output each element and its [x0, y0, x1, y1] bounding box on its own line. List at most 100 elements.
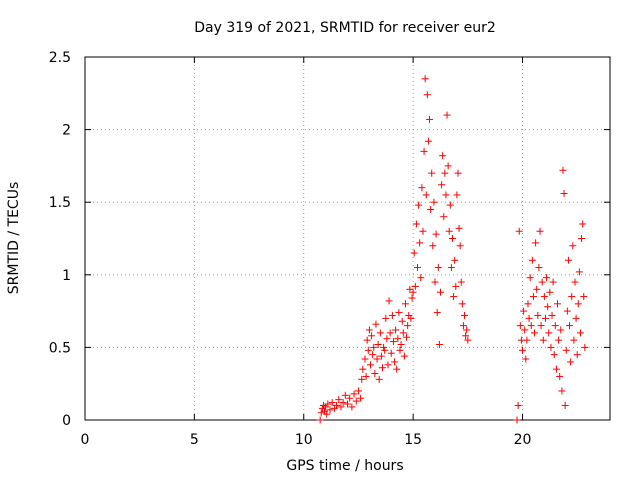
data-point — [551, 322, 559, 330]
data-point — [538, 278, 546, 286]
data-point — [561, 401, 569, 409]
data-point — [549, 278, 557, 286]
data-point — [348, 403, 356, 411]
data-point — [558, 387, 566, 395]
data-point — [580, 293, 588, 301]
data-point — [373, 355, 381, 363]
data-point — [442, 191, 450, 199]
data-point — [576, 329, 584, 337]
data-point — [394, 335, 402, 343]
data-point — [411, 282, 419, 290]
data-point — [363, 336, 371, 344]
data-point — [422, 191, 430, 199]
data-point — [333, 401, 341, 409]
y-tick-label: 2.5 — [49, 50, 71, 66]
data-point — [384, 361, 392, 369]
data-point — [380, 343, 388, 351]
data-point — [365, 326, 373, 334]
data-point — [407, 314, 415, 322]
data-point — [339, 399, 347, 407]
data-point — [359, 365, 367, 373]
data-point — [461, 311, 469, 319]
data-point — [387, 349, 395, 357]
data-point — [445, 227, 453, 235]
y-axis-label: SRMTID / TECUs — [6, 182, 22, 295]
data-point — [514, 401, 522, 409]
x-tick-label: 20 — [514, 432, 532, 448]
data-point — [386, 329, 394, 337]
data-point — [547, 343, 555, 351]
data-point — [563, 307, 571, 315]
data-point — [456, 242, 464, 250]
data-point — [545, 329, 553, 337]
data-point — [341, 391, 349, 399]
data-point — [399, 329, 407, 337]
data-point — [458, 300, 466, 308]
data-point — [409, 288, 417, 296]
data-point — [323, 410, 331, 418]
data-point — [446, 201, 454, 209]
data-point — [350, 390, 358, 398]
data-point — [366, 361, 374, 369]
data-point — [328, 399, 336, 407]
data-point — [372, 320, 380, 328]
data-point — [566, 322, 574, 330]
data-point — [436, 288, 444, 296]
data-point — [567, 358, 575, 366]
data-point — [388, 311, 396, 319]
data-point — [581, 343, 589, 351]
data-point — [516, 322, 524, 330]
data-point — [433, 309, 441, 317]
data-point — [571, 278, 579, 286]
data-point — [335, 396, 343, 404]
data-point — [364, 346, 372, 354]
data-point — [406, 285, 414, 293]
data-point — [440, 213, 448, 221]
data-point — [519, 346, 526, 354]
data-point — [534, 311, 542, 319]
data-point — [403, 333, 411, 341]
data-point — [572, 314, 580, 322]
data-point — [544, 303, 552, 311]
data-point — [575, 268, 583, 276]
data-point — [389, 338, 397, 346]
data-point — [391, 358, 399, 366]
data-point — [546, 288, 554, 296]
data-point — [557, 326, 565, 334]
data-point — [569, 242, 577, 250]
data-point — [537, 322, 545, 330]
data-point — [522, 355, 530, 363]
data-point — [447, 264, 455, 272]
data-point — [346, 394, 354, 402]
data-point — [410, 249, 418, 257]
y-tick-label: 0.5 — [49, 340, 71, 356]
data-point — [444, 162, 452, 170]
data-point — [377, 352, 385, 360]
data-point — [535, 264, 543, 272]
data-point — [523, 336, 531, 344]
data-point — [550, 351, 558, 359]
data-point — [532, 239, 540, 247]
data-point — [554, 300, 561, 308]
data-point — [443, 111, 451, 119]
y-tick-label: 1.5 — [49, 195, 71, 211]
data-point — [371, 370, 379, 378]
data-point — [429, 242, 437, 250]
data-point — [398, 317, 406, 325]
data-point — [435, 340, 443, 348]
data-points — [316, 75, 589, 424]
data-point — [439, 152, 447, 160]
data-point — [464, 336, 472, 344]
data-point — [434, 264, 442, 272]
data-point — [395, 309, 403, 317]
data-point — [543, 274, 551, 282]
data-point — [382, 314, 390, 322]
plot-frame — [84, 56, 611, 421]
data-point — [430, 198, 438, 206]
data-point — [392, 326, 400, 334]
data-point — [531, 329, 539, 337]
chart-title: Day 319 of 2021, SRMTID for receiver eur… — [194, 20, 496, 36]
data-point — [560, 189, 568, 197]
data-point — [352, 397, 360, 405]
